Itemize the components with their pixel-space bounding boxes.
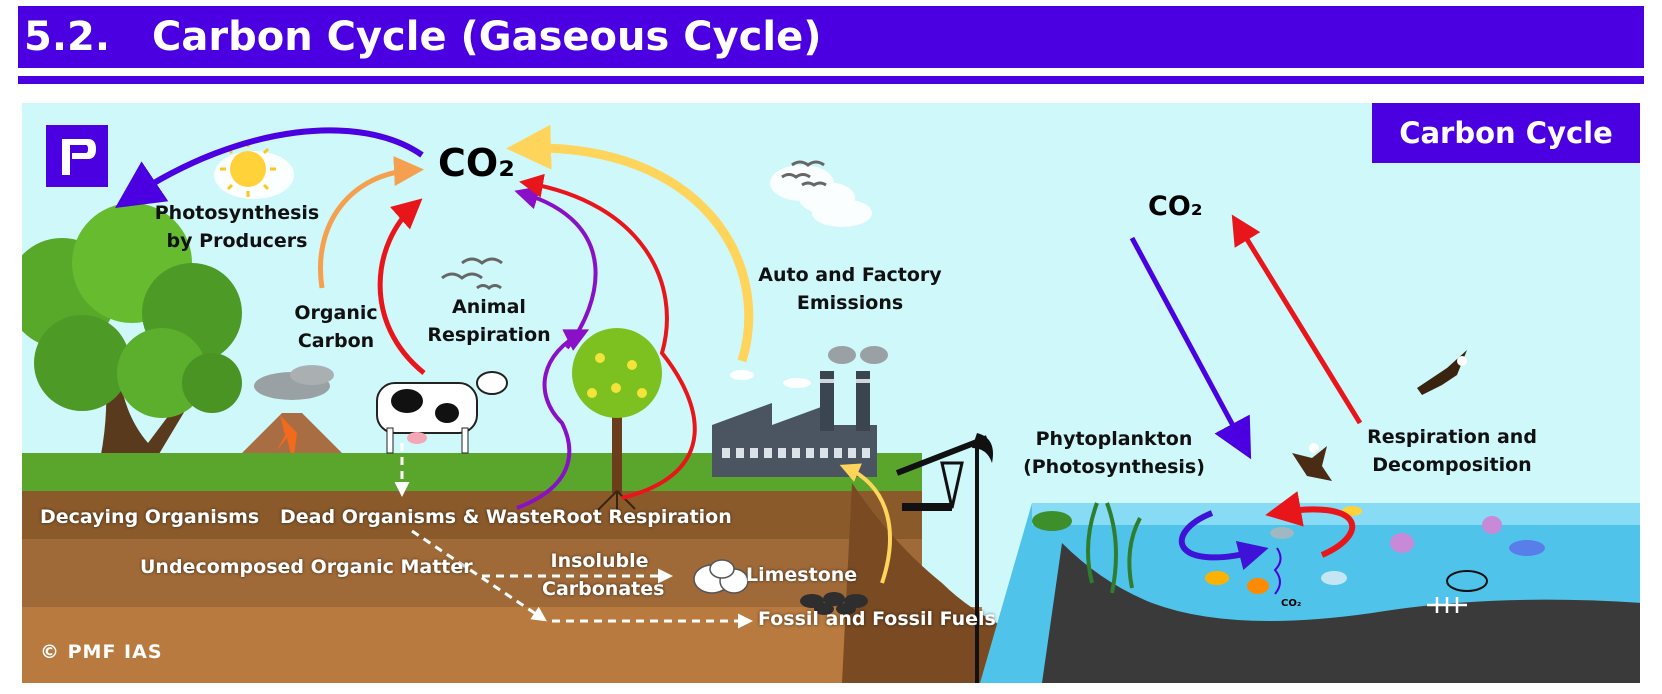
carbon-cycle-badge: Carbon Cycle: [1372, 103, 1640, 163]
fish-skeleton-icon: [1427, 597, 1467, 613]
insoluble-carbonates-label: Insoluble Carbonates: [542, 550, 665, 600]
jellyfish-icon: [1390, 516, 1502, 553]
root-respiration-arrow: [519, 173, 697, 500]
co2-water-label: CO₂: [1281, 598, 1302, 609]
carbon-cycle-diagram: Carbon Cycle CO₂ CO₂ CO₂ Photosynthesis b…: [22, 103, 1640, 683]
pmf-logo: [46, 125, 108, 187]
photosynthesis-arrow: [115, 127, 424, 209]
page-title: 5.2. Carbon Cycle (Gaseous Cycle): [24, 6, 822, 68]
decaying-organisms-label: Decaying Organisms: [40, 506, 260, 528]
limestone-icon: [693, 559, 749, 594]
topsoil-layer: [22, 491, 922, 541]
limestone-label: Limestone: [746, 564, 858, 586]
photosynthesis-label: Photosynthesis by Producers: [154, 202, 320, 252]
sea-floor: [1042, 543, 1640, 683]
fossil-fuel-arrow: [839, 463, 892, 584]
respiration-decomposition-label: Respiration and Decomposition: [1367, 426, 1537, 476]
cow-respiration-arrow: [377, 198, 426, 375]
deep-soil-layer: [22, 607, 982, 683]
middle-soil-layer: [22, 539, 922, 609]
cow-icon: [376, 371, 508, 454]
section-number: 5.2.: [24, 14, 111, 60]
root-respiration-label: Root Respiration: [552, 506, 732, 528]
diagram-artwork: [22, 103, 1640, 683]
eagle-icon: [1292, 350, 1467, 481]
copyright-text: © PMF IAS: [40, 641, 163, 663]
title-underline: [18, 76, 1644, 84]
frog-icon: [1032, 511, 1072, 531]
ocean-cycle-arrow-blue: [1178, 510, 1269, 571]
ocean-cycle-arrow-red: [1265, 491, 1356, 558]
title-banner: 5.2. Carbon Cycle (Gaseous Cycle): [18, 6, 1644, 68]
co2-ocean-label: CO₂: [1148, 191, 1203, 222]
co2-dissolve-arrow: [1273, 547, 1282, 595]
waste-respiration-arrow: [516, 329, 590, 510]
ocean-respiration-arrow: [1231, 214, 1363, 425]
sun-icon: [214, 141, 294, 199]
section-title: Carbon Cycle (Gaseous Cycle): [152, 14, 822, 60]
animal-respiration-label: Animal Respiration: [427, 296, 551, 346]
fossil-dashed-arrow: [411, 529, 547, 622]
fossil-fuels-label: Fossil and Fossil Fuels: [758, 608, 996, 630]
co2-main-label: CO₂: [438, 141, 515, 185]
dead-organisms-label: Dead Organisms & Waste: [280, 506, 553, 528]
fruit-tree-icon: [572, 328, 662, 513]
seaweed-icon: [1086, 502, 1142, 594]
birds-icon: [441, 160, 827, 290]
organic-carbon-label: Organic Carbon: [294, 302, 378, 352]
large-tree-icon: [22, 203, 242, 493]
ocean-photosynthesis-arrow: [1129, 236, 1252, 460]
oil-pump-icon: [895, 433, 993, 683]
undecomposed-label: Undecomposed Organic Matter: [140, 556, 473, 578]
factory-icon: [712, 346, 888, 477]
fossil-fuel-rocks-icon: [800, 592, 868, 615]
small-cloud-icon: [730, 370, 811, 388]
auto-factory-label: Auto and Factory Emissions: [758, 264, 942, 314]
emissions-arrow: [506, 124, 754, 363]
organic-carbon-arrow: [318, 156, 424, 289]
phytoplankton-label: Phytoplankton (Photosynthesis): [1023, 428, 1205, 478]
